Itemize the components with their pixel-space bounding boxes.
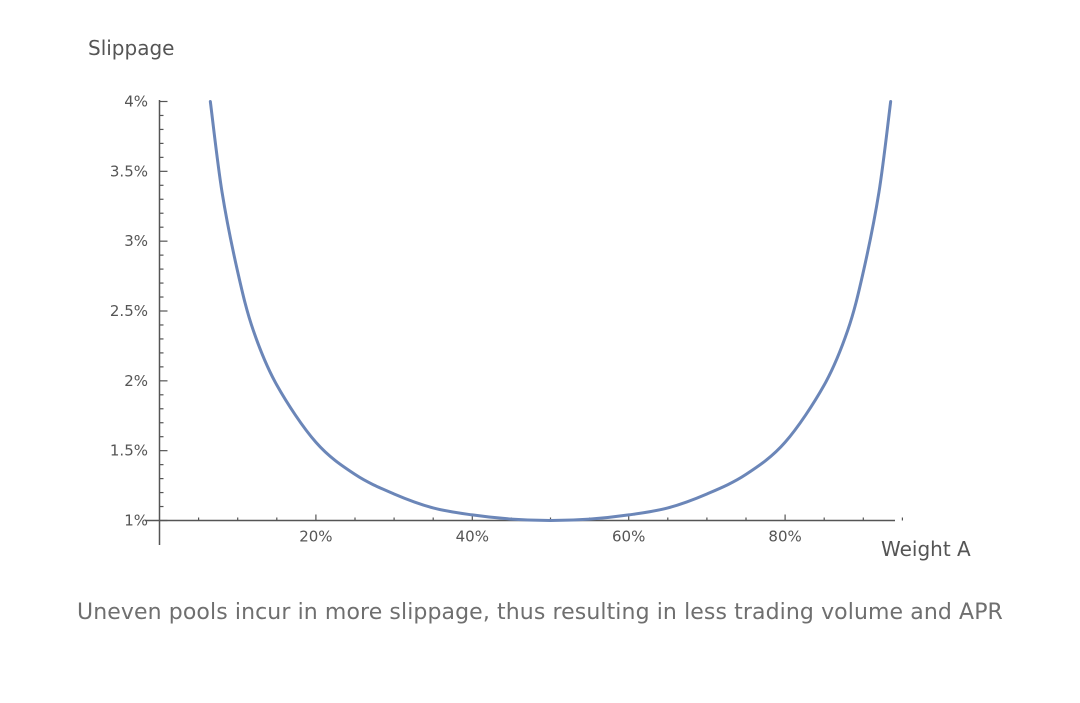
- y-tick-label: 1%: [124, 512, 148, 530]
- chart-ticks: [159, 100, 904, 522]
- chart-tick-labels: 1% 1.5% 2% 2.5% 3% 3.5% 4% 20% 40% 60% 80%: [110, 93, 802, 546]
- x-tick-label: 40%: [456, 528, 489, 546]
- x-tick-label: 20%: [299, 528, 332, 546]
- y-tick-label: 4%: [124, 93, 148, 111]
- x-tick-label: 60%: [612, 528, 645, 546]
- slippage-curve: [208, 100, 893, 522]
- y-axis-title: Slippage: [88, 36, 174, 60]
- y-tick-label: 3.5%: [110, 162, 148, 180]
- y-tick-label: 3%: [124, 232, 148, 250]
- chart-axes: [145, 100, 895, 545]
- x-tick-label: 80%: [768, 528, 801, 546]
- x-axis-title: Weight A: [881, 537, 971, 561]
- y-tick-label: 1.5%: [110, 442, 148, 460]
- y-tick-label: 2.5%: [110, 302, 148, 320]
- y-tick-label: 2%: [124, 372, 148, 390]
- chart-caption: Uneven pools incur in more slippage, thu…: [77, 600, 1003, 625]
